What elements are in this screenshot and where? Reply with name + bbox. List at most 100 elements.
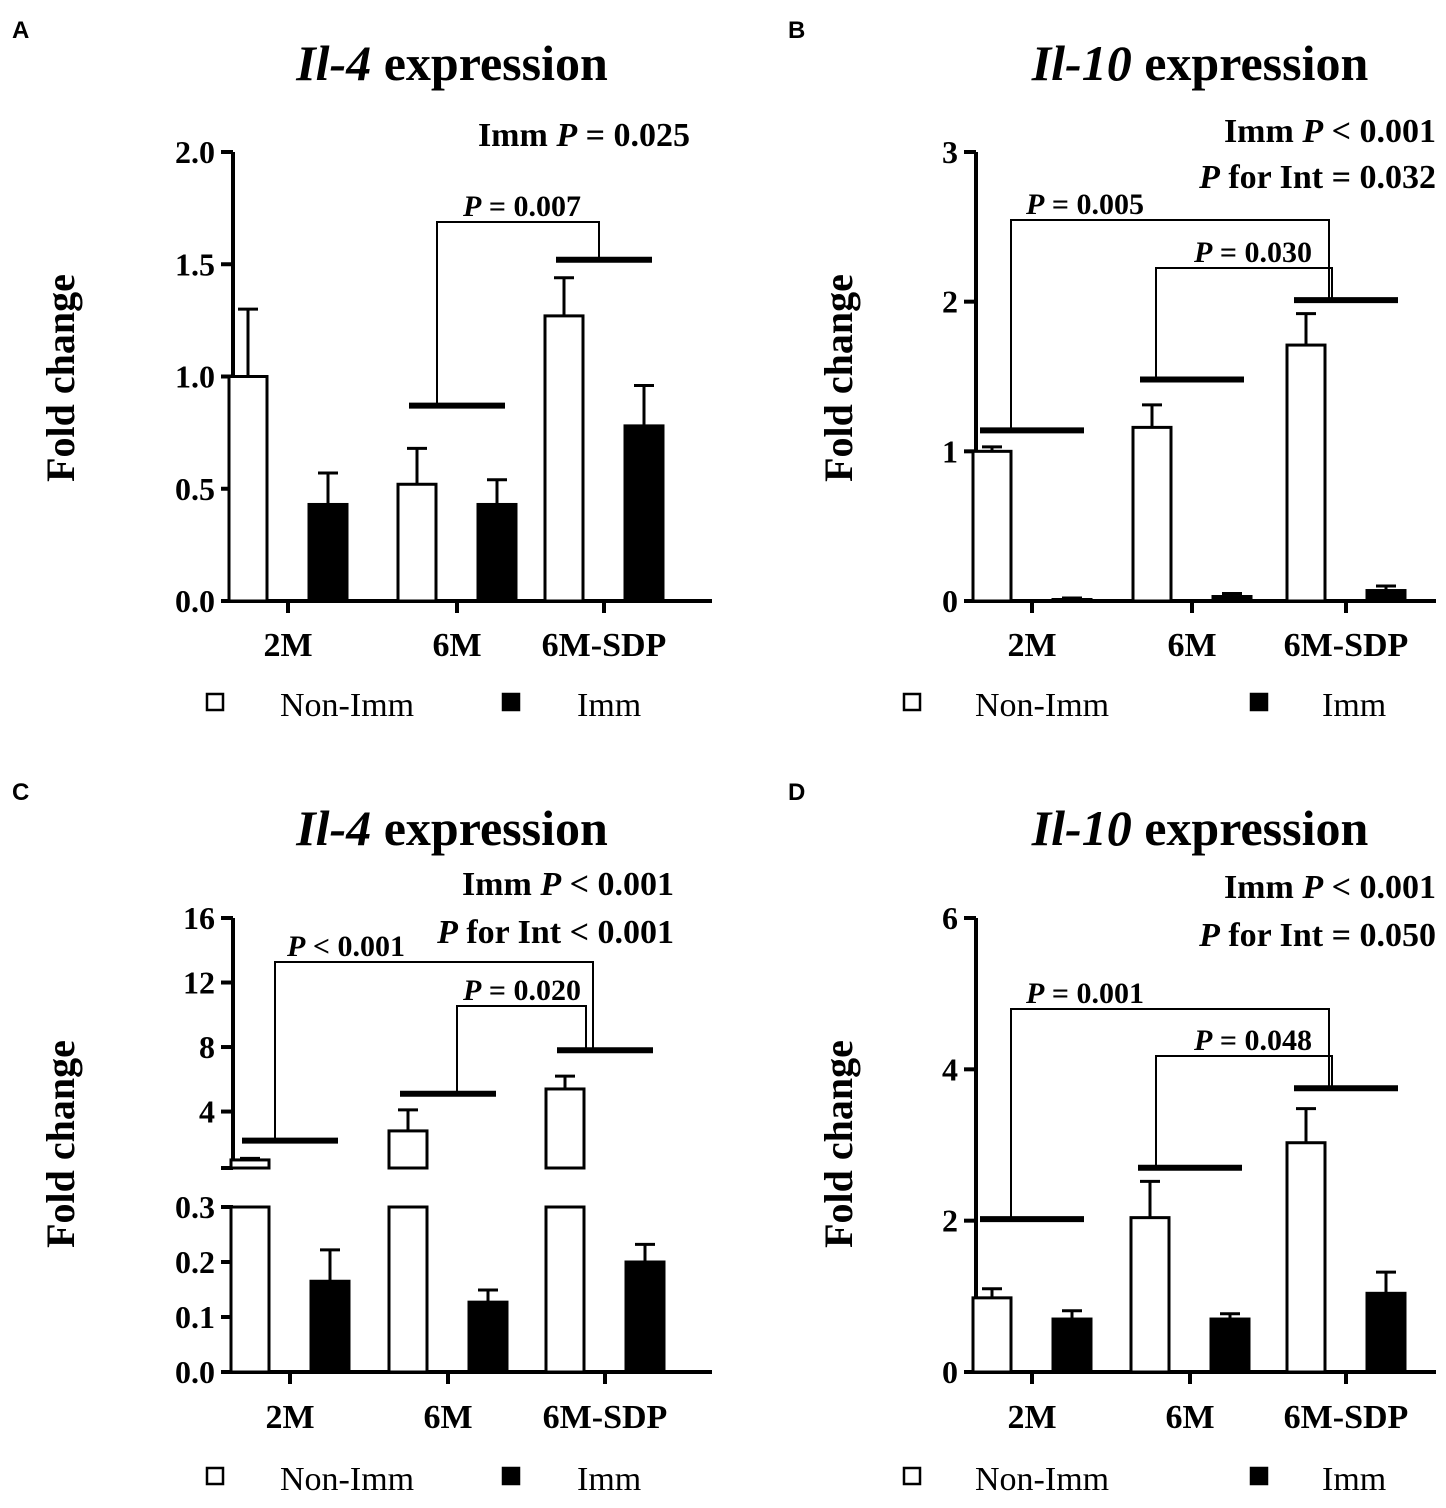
- stat-p: P: [1198, 917, 1220, 954]
- y-tick-label: 1.5: [175, 246, 215, 282]
- title-gene: Il-10: [1031, 800, 1132, 856]
- comparison-bracket: [1010, 219, 1330, 431]
- y-tick-label: 0: [942, 583, 958, 619]
- y-tick-label: 4: [199, 1094, 215, 1130]
- bar-imm: [623, 424, 665, 603]
- comparison-bracket: [436, 221, 600, 406]
- legend-label-non-imm: Non-Imm: [975, 687, 1109, 724]
- comparison-p: P: [462, 190, 482, 223]
- stat-value: for Int = 0.050: [1220, 917, 1436, 954]
- x-tick-label: 6M: [432, 627, 481, 664]
- comparison-bracket: [1155, 1055, 1333, 1168]
- panel-letter: B: [788, 17, 805, 44]
- legend-swatch-imm: [1249, 1466, 1269, 1486]
- bar-imm: [624, 1260, 666, 1374]
- y-tick-label: 2: [942, 284, 958, 320]
- legend-swatch-imm: [1249, 692, 1269, 712]
- bar-imm: [467, 1300, 509, 1374]
- stat-value: < 0.001: [1323, 869, 1436, 906]
- legend-label-imm: Imm: [1322, 1461, 1386, 1498]
- x-tick-label: 2M: [1007, 627, 1056, 664]
- bar-non-imm: [1285, 343, 1327, 603]
- chart-title: Il-10 expression: [1031, 800, 1369, 856]
- stat-annotation: P for Int = 0.032: [1198, 159, 1436, 196]
- comparison-value: = 0.020: [481, 974, 581, 1007]
- legend-swatch-imm: [501, 1466, 521, 1486]
- stat-value: = 0.025: [577, 117, 690, 154]
- y-tick-label: 8: [199, 1029, 215, 1065]
- x-tick-label: 2M: [1007, 1399, 1056, 1436]
- title-rest: expression: [1132, 35, 1369, 91]
- bar-imm: [1209, 1317, 1251, 1374]
- x-tick-label: 6M: [1165, 1399, 1214, 1436]
- bar-non-imm: [1285, 1141, 1327, 1374]
- x-tick-label: 6M-SDP: [543, 1399, 668, 1436]
- x-tick-label: 6M-SDP: [1284, 627, 1409, 664]
- title-rest: expression: [371, 800, 608, 856]
- bar-imm: [476, 502, 518, 603]
- chart-title: Il-10 expression: [1031, 35, 1369, 91]
- legend-label-non-imm: Non-Imm: [975, 1461, 1109, 1498]
- y-tick-label: 0.1: [175, 1299, 215, 1335]
- bar-non-imm: [971, 449, 1013, 603]
- title-rest: expression: [371, 35, 608, 91]
- y-tick-label: 6: [942, 900, 958, 936]
- legend-swatch-imm: [501, 692, 521, 712]
- stat-annotation: Imm P < 0.001: [1224, 869, 1436, 906]
- chart-title: Il-4 expression: [295, 800, 608, 856]
- comparison-label: P = 0.048: [1193, 1024, 1312, 1057]
- x-tick-label: 6M-SDP: [542, 627, 667, 664]
- comparison-label: P = 0.020: [462, 974, 581, 1007]
- stat-value: < 0.001: [1323, 113, 1436, 150]
- bar-non-imm: [1131, 425, 1173, 603]
- bar-non-imm: [1129, 1216, 1171, 1374]
- stat-prefix: Imm: [1224, 869, 1302, 906]
- stat-value: for Int = 0.032: [1220, 159, 1436, 196]
- legend-swatch-non-imm: [205, 1466, 225, 1486]
- chart-title: Il-4 expression: [295, 35, 608, 91]
- y-axis-label: Fold change: [38, 274, 83, 482]
- bar-imm: [307, 502, 349, 603]
- comparison-p: P: [286, 930, 306, 963]
- bar-non-imm-lower: [387, 1205, 429, 1374]
- bar-non-imm: [229, 1158, 271, 1170]
- comparison-value: = 0.001: [1044, 977, 1144, 1010]
- comparison-value: = 0.007: [481, 190, 581, 223]
- comparison-label: P < 0.001: [286, 930, 405, 963]
- y-tick-label: 2: [942, 1203, 958, 1239]
- x-tick-label: 2M: [265, 1399, 314, 1436]
- y-tick-label: 0.0: [175, 1354, 215, 1390]
- y-tick-label: 12: [183, 965, 215, 1001]
- bar-imm: [1365, 1291, 1407, 1374]
- x-tick-label: 6M: [1167, 627, 1216, 664]
- legend-label-imm: Imm: [577, 687, 641, 724]
- comparison-p: P: [1193, 236, 1213, 269]
- title-gene: Il-10: [1031, 35, 1132, 91]
- comparison-label: P = 0.005: [1025, 188, 1144, 221]
- panel-letter: C: [12, 779, 29, 806]
- legend-label-non-imm: Non-Imm: [280, 687, 414, 724]
- stat-value: < 0.001: [561, 866, 674, 903]
- stat-p: P: [539, 866, 561, 903]
- y-tick-label: 1.0: [175, 359, 215, 395]
- y-axis-label: Fold change: [816, 274, 861, 482]
- stat-p: P: [1198, 159, 1220, 196]
- x-tick-label: 6M: [423, 1399, 472, 1436]
- stat-p: P: [1301, 113, 1323, 150]
- y-tick-label: 0.3: [175, 1189, 215, 1225]
- bar-non-imm: [543, 314, 585, 603]
- y-tick-label: 16: [183, 900, 215, 936]
- panel-letter: D: [788, 779, 805, 806]
- stat-prefix: Imm: [478, 117, 556, 154]
- comparison-bracket: [274, 961, 594, 1141]
- stat-annotation: Imm P = 0.025: [478, 117, 690, 154]
- bar-non-imm: [227, 375, 269, 603]
- title-gene: Il-4: [295, 800, 371, 856]
- bar-non-imm: [396, 482, 438, 603]
- stat-p: P: [436, 914, 458, 951]
- x-tick-label: 6M-SDP: [1284, 1399, 1409, 1436]
- y-tick-label: 3: [942, 134, 958, 170]
- bar-imm: [1051, 1317, 1093, 1374]
